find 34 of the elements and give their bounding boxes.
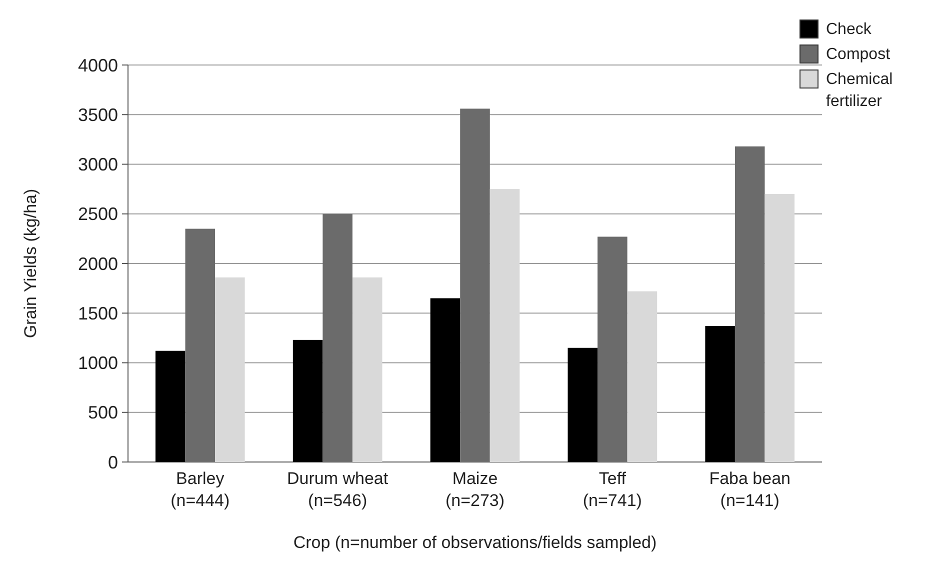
x-tick-label: Barley (n=444) [170, 469, 230, 510]
y-tick-label: 1500 [78, 303, 118, 324]
bar [185, 228, 216, 462]
legend-label: Check [826, 21, 872, 38]
bar [568, 348, 598, 462]
y-axis-title: Grain Yields (kg/ha) [21, 188, 40, 338]
x-axis-title: Crop (n=number of observations/fields sampled) [293, 533, 657, 552]
legend-label: Chemical fertilizer [826, 71, 893, 110]
bar [430, 298, 460, 462]
x-tick-label: Teff (n=741) [582, 469, 642, 510]
y-tick-label: 2500 [78, 204, 118, 224]
legend-label: Compost [826, 46, 891, 63]
bar [292, 340, 323, 462]
x-tick-label: Faba bean (n=141) [709, 469, 790, 510]
y-tick-label: 0 [108, 452, 118, 472]
y-tick-label: 3000 [78, 154, 118, 175]
bar [215, 277, 245, 462]
bar [598, 236, 628, 462]
bar [322, 214, 352, 462]
bar [627, 291, 658, 462]
y-tick-label: 4000 [78, 55, 118, 76]
bar [460, 108, 490, 462]
bar [490, 189, 520, 462]
y-tick-label: 3500 [78, 104, 118, 125]
bar [352, 277, 382, 462]
bar [734, 146, 765, 462]
bar [764, 194, 795, 462]
x-tick-label: Maize (n=273) [445, 469, 505, 510]
y-tick-label: 500 [88, 402, 118, 423]
bar [705, 326, 735, 462]
y-tick-label: 1000 [78, 353, 118, 374]
bar [155, 350, 186, 462]
x-tick-label: Durum wheat (n=546) [287, 469, 388, 510]
y-tick-label: 2000 [78, 254, 118, 274]
